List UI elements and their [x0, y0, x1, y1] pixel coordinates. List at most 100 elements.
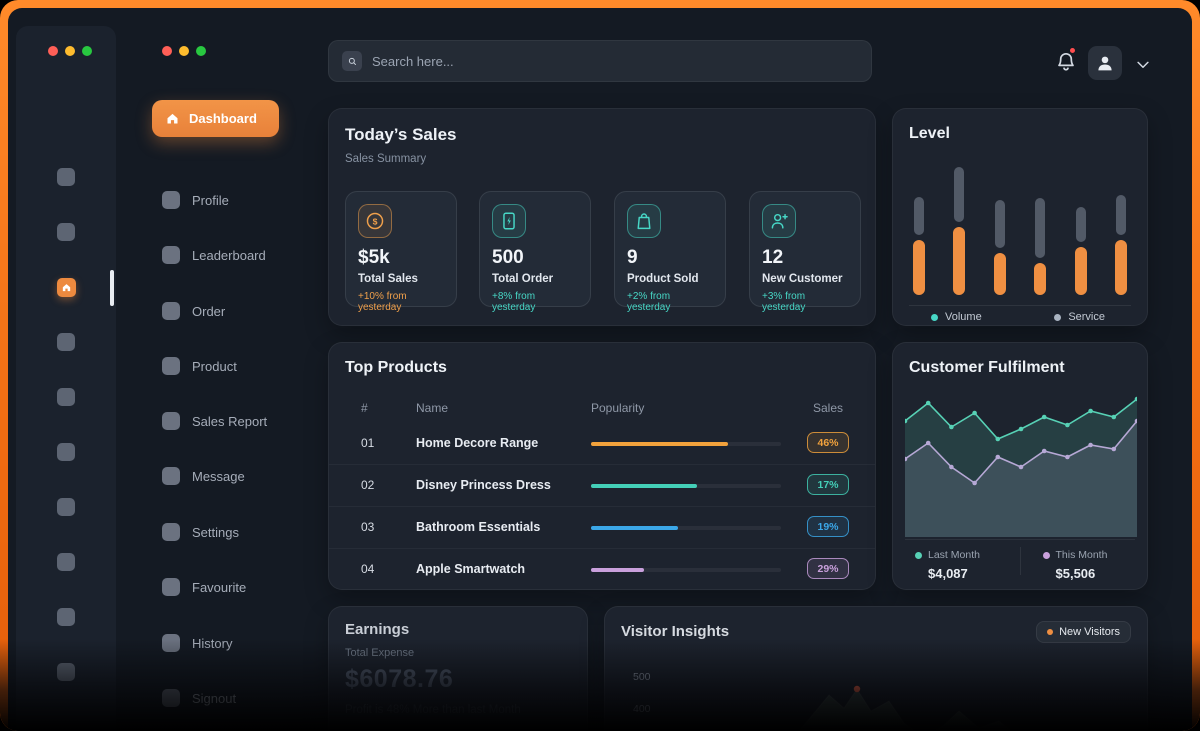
rail-placeholder-icon[interactable] — [57, 498, 75, 516]
volume-legend-dot — [931, 313, 938, 321]
coin-dollar-icon: $ — [358, 204, 392, 238]
rail-placeholder-icon[interactable] — [57, 223, 75, 241]
rail-placeholder-icon[interactable] — [57, 663, 75, 681]
close-icon[interactable] — [162, 46, 172, 56]
sales-badge: 29% — [807, 558, 849, 579]
user-avatar[interactable] — [1088, 46, 1122, 80]
sidebar-item-leaderboard[interactable]: Leaderboard — [162, 244, 266, 266]
settings-icon — [162, 523, 180, 541]
card-title: Visitor Insights — [621, 623, 730, 640]
table-row: 01 Home Decore Range 46% — [329, 423, 875, 465]
this-month-legend-dot — [1042, 551, 1050, 559]
earnings-note: Profit is 48% More than last Month — [345, 704, 521, 716]
card-title: Customer Fulfilment — [909, 359, 1065, 376]
rail-placeholder-icon[interactable] — [57, 553, 75, 571]
service-legend-dot — [1054, 313, 1062, 321]
minimize-window-button[interactable] — [65, 46, 75, 56]
home-icon[interactable] — [57, 278, 76, 297]
table-row: 02 Disney Princess Dress 17% — [329, 465, 875, 507]
level-bar-group — [1114, 195, 1127, 295]
divider — [1019, 547, 1021, 575]
signout-icon — [162, 689, 180, 707]
panel-window-controls — [162, 46, 206, 56]
active-rail-indicator — [110, 270, 114, 306]
level-legend: Volume Service — [893, 311, 1147, 323]
stat-total-sales: $ $5k Total Sales +10% from yesterday — [345, 191, 457, 313]
sidebar-item-message[interactable]: Message — [162, 465, 245, 487]
sales-badge: 17% — [807, 474, 849, 495]
popularity-bar — [591, 568, 781, 572]
sidebar-item-dashboard[interactable]: Dashboard — [152, 100, 279, 137]
fulfilment-legend: Last Month $4,087 This Month $5,506 — [893, 545, 1147, 581]
popularity-bar — [591, 526, 781, 530]
table-row: 03 Bathroom Essentials 19% — [329, 507, 875, 549]
sidebar-item-profile[interactable]: Profile — [162, 189, 229, 211]
level-card: Level Volume Service — [892, 108, 1148, 326]
customer-fulfilment-card: Customer Fulfilment Last Month $4,087 Th… — [892, 342, 1148, 590]
message-icon — [162, 467, 180, 485]
sidebar: Dashboard Profile Leaderboard Order Prod… — [136, 26, 312, 731]
sidebar-item-history[interactable]: History — [162, 632, 232, 654]
y-axis-tick: 500 — [633, 671, 651, 683]
search-input[interactable] — [372, 53, 858, 69]
minimize-icon[interactable] — [179, 46, 189, 56]
level-bar-chart — [913, 165, 1127, 295]
card-title: Level — [909, 125, 950, 142]
product-icon — [162, 357, 180, 375]
card-title: Top Products — [345, 359, 447, 376]
leaderboard-icon — [162, 246, 180, 264]
visitor-insights-card: Visitor Insights New Visitors 500 400 — [604, 606, 1148, 731]
rail-placeholder-icon[interactable] — [57, 333, 75, 351]
sidebar-item-sales-report[interactable]: Sales Report — [162, 410, 267, 432]
rail-placeholder-icon[interactable] — [57, 388, 75, 406]
level-bar-group — [993, 200, 1006, 295]
fulfilment-area-chart — [905, 396, 1137, 537]
rail-placeholder-icon[interactable] — [57, 608, 75, 626]
icon-rail — [16, 26, 116, 731]
card-title: Today’s Sales — [345, 125, 457, 144]
level-bar-group — [953, 167, 966, 295]
legend-last-month: Last Month $4,087 — [893, 545, 1020, 581]
sidebar-item-label: Dashboard — [189, 111, 257, 126]
notifications-bell-icon[interactable] — [1054, 50, 1078, 74]
sales-badge: 19% — [807, 516, 849, 537]
home-icon — [167, 113, 178, 124]
visitors-area-chart — [797, 685, 1086, 731]
sales-report-icon — [162, 412, 180, 430]
person-icon — [1098, 56, 1112, 71]
table-row: 04 Apple Smartwatch 29% — [329, 549, 875, 591]
close-window-button[interactable] — [48, 46, 58, 56]
shopping-bag-icon — [627, 204, 661, 238]
stat-new-customer: 12 New Customer +3% from yesterday — [749, 191, 861, 313]
divider — [909, 305, 1131, 306]
rail-placeholder-icon[interactable] — [57, 443, 75, 461]
sidebar-item-product[interactable]: Product — [162, 355, 237, 377]
level-bar-group — [913, 197, 925, 295]
sidebar-item-favourite[interactable]: Favourite — [162, 576, 246, 598]
legend-this-month: This Month $5,506 — [1021, 545, 1148, 581]
new-visitors-dot — [1047, 629, 1054, 635]
level-bar-group — [1074, 207, 1087, 295]
stat-total-order: 500 Total Order +8% from yesterday — [479, 191, 591, 313]
search-icon — [342, 51, 362, 71]
chevron-down-icon[interactable] — [1134, 56, 1152, 74]
order-icon — [162, 302, 180, 320]
top-products-card: Top Products # Name Popularity Sales 01 … — [328, 342, 876, 590]
profile-icon — [162, 191, 180, 209]
sidebar-item-signout[interactable]: Signout — [162, 687, 236, 709]
zoom-icon[interactable] — [196, 46, 206, 56]
new-visitors-badge: New Visitors — [1036, 621, 1131, 643]
notification-badge-dot — [1069, 47, 1076, 54]
sidebar-item-settings[interactable]: Settings — [162, 521, 239, 543]
sidebar-item-order[interactable]: Order — [162, 300, 225, 322]
history-icon — [162, 634, 180, 652]
order-note-icon — [492, 204, 526, 238]
earnings-card: Earnings Total Expense $6078.76 Profit i… — [328, 606, 588, 731]
last-month-legend-dot — [915, 551, 922, 559]
rail-placeholder-icon[interactable] — [57, 168, 75, 186]
zoom-window-button[interactable] — [82, 46, 92, 56]
window-controls — [48, 46, 92, 56]
search-bar[interactable] — [328, 40, 872, 82]
earnings-subtitle: Total Expense — [345, 647, 415, 659]
